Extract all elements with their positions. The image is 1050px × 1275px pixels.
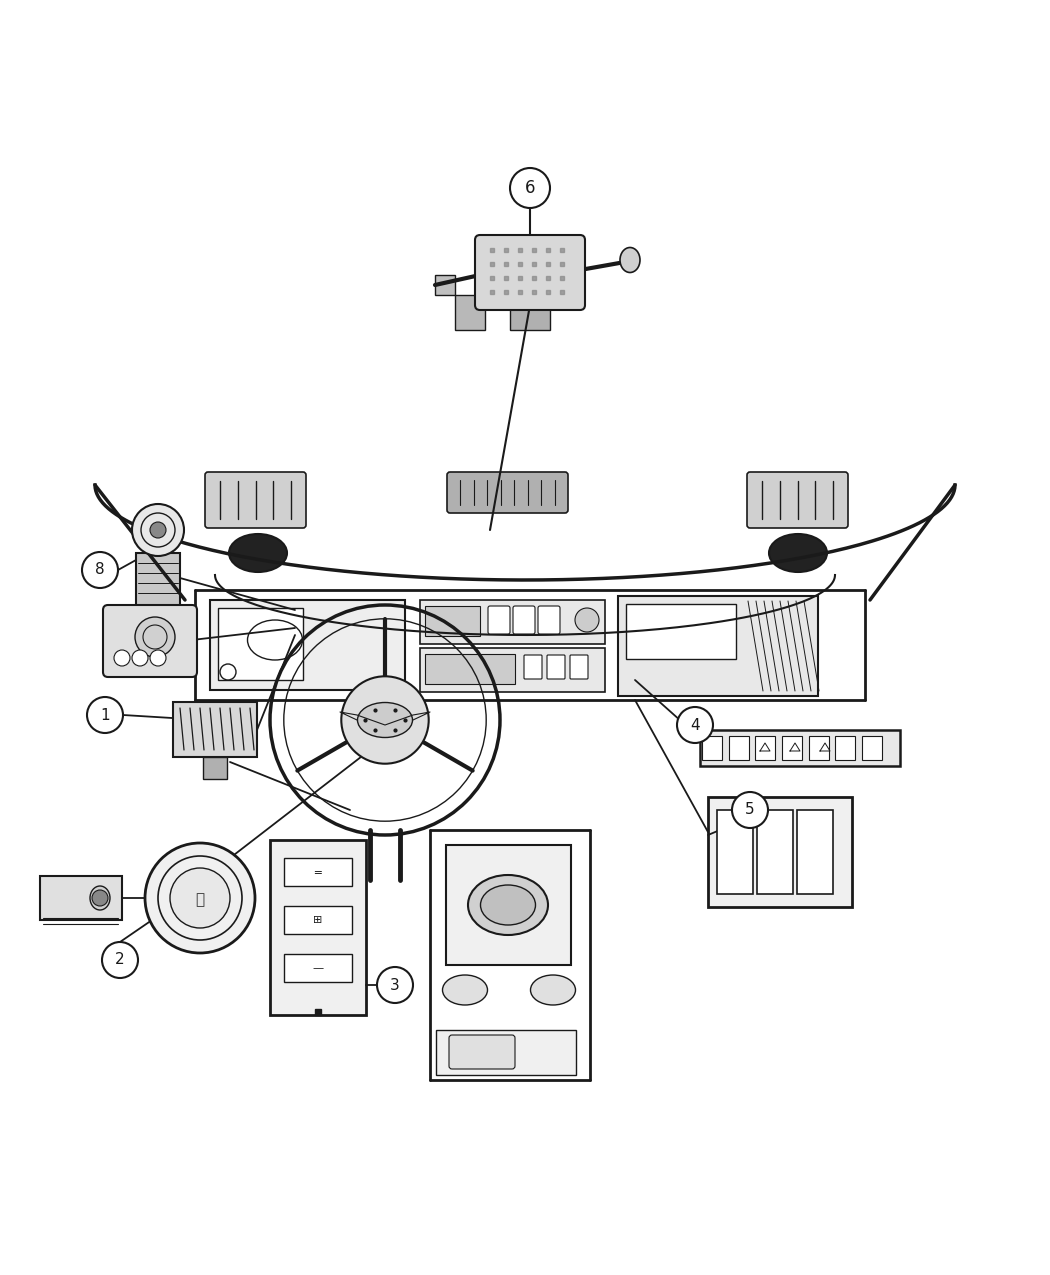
Bar [700, 731, 900, 766]
FancyBboxPatch shape [488, 606, 510, 634]
Bar [717, 810, 753, 894]
Text: 4: 4 [690, 718, 699, 733]
FancyBboxPatch shape [103, 606, 197, 677]
Ellipse shape [248, 620, 302, 660]
Bar [782, 736, 802, 760]
Circle shape [377, 966, 413, 1003]
Bar [755, 736, 775, 760]
Bar [136, 553, 180, 608]
Circle shape [341, 676, 428, 764]
Ellipse shape [481, 885, 536, 924]
Bar [862, 736, 882, 760]
Ellipse shape [90, 886, 110, 910]
Bar [436, 1030, 576, 1075]
Text: —: — [313, 963, 323, 973]
Bar [218, 608, 303, 680]
Circle shape [575, 608, 598, 632]
Bar [420, 601, 605, 644]
Text: 5: 5 [746, 802, 755, 817]
Circle shape [677, 708, 713, 743]
Bar [284, 907, 352, 935]
Bar [425, 654, 514, 683]
Text: 3: 3 [391, 978, 400, 992]
Circle shape [510, 168, 550, 208]
Bar [420, 648, 605, 692]
Ellipse shape [530, 975, 575, 1005]
Circle shape [145, 843, 255, 952]
Ellipse shape [357, 703, 413, 737]
Bar [808, 736, 828, 760]
FancyBboxPatch shape [524, 655, 542, 680]
Text: 6: 6 [525, 179, 536, 198]
FancyBboxPatch shape [747, 472, 848, 528]
Circle shape [732, 792, 768, 827]
Circle shape [135, 617, 175, 657]
FancyBboxPatch shape [547, 655, 565, 680]
Bar [284, 858, 352, 886]
Bar [708, 797, 852, 907]
Ellipse shape [442, 975, 487, 1005]
Bar [836, 736, 856, 760]
Circle shape [150, 650, 166, 666]
Ellipse shape [769, 534, 827, 572]
Text: 8: 8 [96, 562, 105, 578]
Bar [203, 757, 227, 779]
Bar [510, 305, 550, 330]
Bar [446, 845, 571, 965]
FancyBboxPatch shape [570, 655, 588, 680]
Circle shape [102, 942, 138, 978]
Bar [455, 295, 485, 330]
Text: ⊞: ⊞ [313, 915, 322, 924]
Bar [618, 595, 818, 696]
Text: 2: 2 [116, 952, 125, 968]
Bar [729, 736, 749, 760]
Bar [40, 876, 122, 921]
Circle shape [220, 664, 236, 680]
Text: 1: 1 [100, 708, 110, 723]
Text: 🚙: 🚙 [195, 892, 205, 908]
Bar [702, 736, 722, 760]
Circle shape [92, 890, 108, 907]
FancyBboxPatch shape [513, 606, 536, 634]
Circle shape [87, 697, 123, 733]
Circle shape [132, 504, 184, 556]
FancyBboxPatch shape [475, 235, 585, 310]
Bar [173, 703, 257, 757]
Bar [797, 810, 833, 894]
Circle shape [150, 521, 166, 538]
FancyBboxPatch shape [538, 606, 560, 634]
Ellipse shape [229, 534, 287, 572]
Circle shape [82, 552, 118, 588]
Circle shape [170, 868, 230, 928]
Bar [435, 275, 455, 295]
Bar [626, 604, 736, 659]
Circle shape [132, 650, 148, 666]
FancyBboxPatch shape [449, 1035, 514, 1068]
FancyBboxPatch shape [205, 472, 306, 528]
Bar [284, 954, 352, 982]
Ellipse shape [468, 875, 548, 935]
Bar [144, 608, 172, 630]
FancyBboxPatch shape [447, 472, 568, 513]
Text: ═: ═ [315, 867, 321, 877]
Bar [425, 606, 480, 636]
Bar [270, 840, 366, 1015]
Bar [210, 601, 405, 690]
Ellipse shape [620, 247, 640, 273]
Circle shape [114, 650, 130, 666]
Bar [757, 810, 793, 894]
